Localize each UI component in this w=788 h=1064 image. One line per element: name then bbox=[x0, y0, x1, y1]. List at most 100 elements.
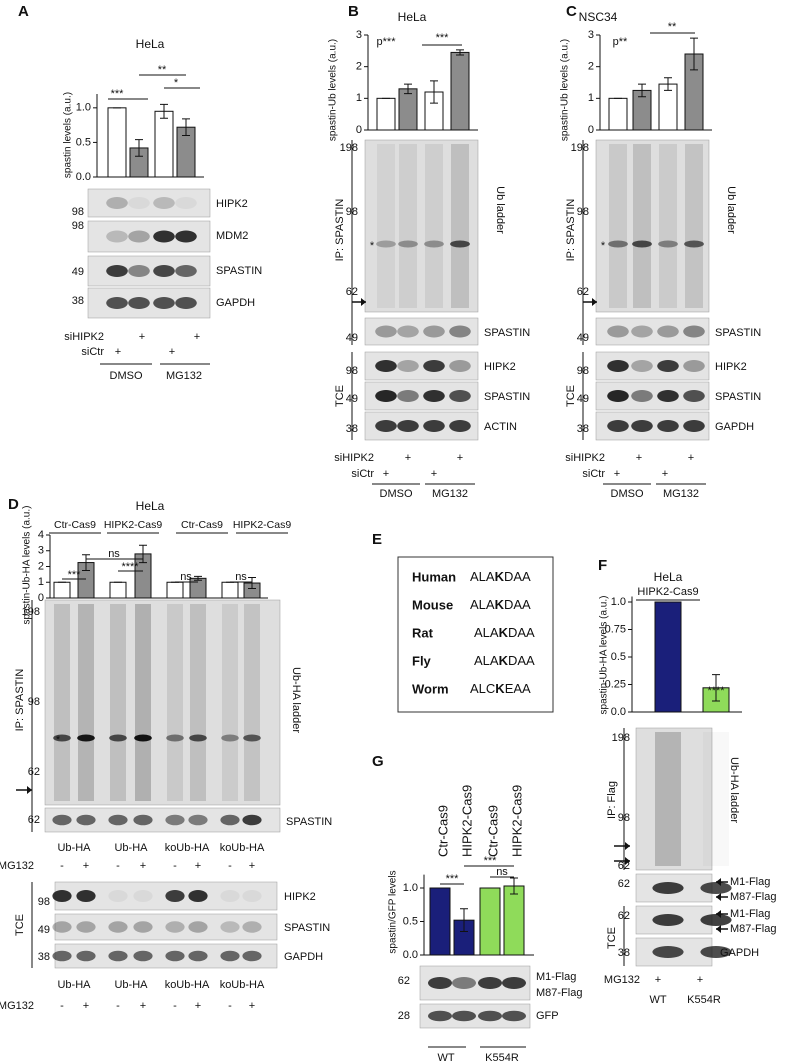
band bbox=[242, 950, 262, 962]
chart-title: HeLa bbox=[654, 570, 683, 584]
blot-label: SPASTIN bbox=[715, 327, 761, 339]
significance: **** bbox=[707, 685, 725, 697]
blot-label: siCtr bbox=[582, 468, 605, 480]
blot-label: M87-Flag bbox=[730, 923, 776, 935]
ladder-smear bbox=[54, 604, 70, 801]
blot-label: 28 bbox=[398, 1010, 410, 1022]
band bbox=[188, 921, 208, 933]
blot-label: M87-Flag bbox=[730, 891, 776, 903]
blot-label: M1-Flag bbox=[730, 908, 770, 920]
y-tick-label: 2 bbox=[588, 61, 594, 73]
chart-title: NSC34 bbox=[579, 10, 618, 24]
y-axis-label: spastin/GFP levels bbox=[388, 870, 399, 953]
sequence: ALAKDAA bbox=[474, 653, 535, 668]
blot-ladder bbox=[595, 139, 710, 313]
sequence-suffix: DAA bbox=[504, 597, 531, 612]
blot-label: 62 bbox=[28, 814, 40, 826]
band bbox=[76, 890, 96, 902]
blot-label: + bbox=[431, 468, 437, 480]
blot-label: MG132 bbox=[166, 370, 202, 382]
band bbox=[220, 890, 240, 902]
blot-label: 98 bbox=[72, 206, 84, 218]
band bbox=[398, 240, 418, 248]
blot-label: IP: Flag bbox=[606, 781, 618, 819]
blot-label: + bbox=[195, 1000, 201, 1012]
group-label: HIPK2-Cas9 bbox=[233, 519, 292, 531]
arrow-head bbox=[716, 925, 721, 933]
band bbox=[502, 977, 526, 989]
band bbox=[242, 814, 262, 826]
band bbox=[133, 814, 153, 826]
band bbox=[165, 890, 185, 902]
blot-label: + bbox=[655, 974, 661, 986]
error-bar bbox=[456, 49, 464, 56]
error-bar bbox=[510, 877, 518, 895]
error-bar bbox=[82, 554, 90, 571]
band bbox=[109, 734, 127, 742]
y-axis-label: spastin-Ub-HA levels (a.u.) bbox=[22, 506, 33, 625]
bar bbox=[479, 887, 501, 956]
ladder-smear bbox=[703, 732, 729, 866]
blot-label: + bbox=[662, 468, 668, 480]
blot-ladder bbox=[364, 139, 479, 313]
blot-label: MG132 bbox=[432, 488, 468, 500]
y-tick-label: 1 bbox=[356, 92, 362, 104]
error-bar bbox=[182, 118, 190, 136]
blot-label: Ub-HA ladder bbox=[290, 667, 302, 733]
blot-label: + bbox=[195, 860, 201, 872]
panel-letter: B bbox=[348, 3, 359, 20]
y-tick-label: 1 bbox=[38, 576, 44, 588]
significance: *** bbox=[484, 855, 498, 867]
blot-label: Ub-HA bbox=[57, 979, 91, 991]
significance: p** bbox=[613, 36, 628, 48]
band bbox=[106, 297, 128, 309]
significance: ns bbox=[235, 571, 247, 583]
y-axis-label: spastin levels (a.u.) bbox=[63, 92, 74, 178]
band bbox=[133, 890, 153, 902]
sequence-prefix: ALC bbox=[470, 681, 495, 696]
blot-label: SPASTIN bbox=[284, 922, 330, 934]
band bbox=[175, 197, 197, 209]
y-tick-label: 1.0 bbox=[403, 882, 418, 894]
y-tick-label: 0 bbox=[38, 592, 44, 604]
band bbox=[108, 950, 128, 962]
modified-lysine: K bbox=[495, 569, 505, 584]
band bbox=[608, 240, 628, 248]
significance: *** bbox=[111, 88, 125, 100]
band bbox=[652, 914, 684, 926]
sequence-suffix: DAA bbox=[508, 625, 535, 640]
band bbox=[188, 814, 208, 826]
species: Mouse bbox=[412, 597, 453, 612]
blot-strip bbox=[87, 188, 211, 218]
band bbox=[134, 734, 152, 742]
bar bbox=[166, 581, 184, 599]
blot-label: Ub-HA bbox=[114, 979, 148, 991]
blot-label: + bbox=[194, 331, 200, 343]
band bbox=[242, 890, 262, 902]
band bbox=[452, 1010, 476, 1022]
blot-label: ACTIN bbox=[484, 421, 517, 433]
error-bar bbox=[160, 103, 168, 119]
bar bbox=[450, 51, 470, 131]
bar bbox=[658, 83, 678, 131]
band bbox=[242, 921, 262, 933]
band bbox=[108, 921, 128, 933]
error-bar bbox=[430, 80, 438, 104]
blot-label: + bbox=[115, 346, 121, 358]
blot-label: + bbox=[83, 1000, 89, 1012]
band bbox=[607, 360, 629, 372]
sequence: ALAKDAA bbox=[474, 625, 535, 640]
band bbox=[108, 814, 128, 826]
sequence-suffix: EAA bbox=[505, 681, 531, 696]
bar bbox=[503, 885, 525, 956]
bar bbox=[376, 97, 396, 131]
error-bar bbox=[248, 577, 256, 590]
band bbox=[188, 950, 208, 962]
blot-label: DMSO bbox=[611, 488, 644, 500]
band bbox=[450, 240, 470, 248]
ladder-smear bbox=[110, 604, 126, 801]
ladder-smear bbox=[377, 144, 395, 308]
ladder-smear bbox=[78, 604, 94, 801]
blot-label: 98 bbox=[28, 696, 40, 708]
sequence-prefix: ALA bbox=[470, 569, 495, 584]
